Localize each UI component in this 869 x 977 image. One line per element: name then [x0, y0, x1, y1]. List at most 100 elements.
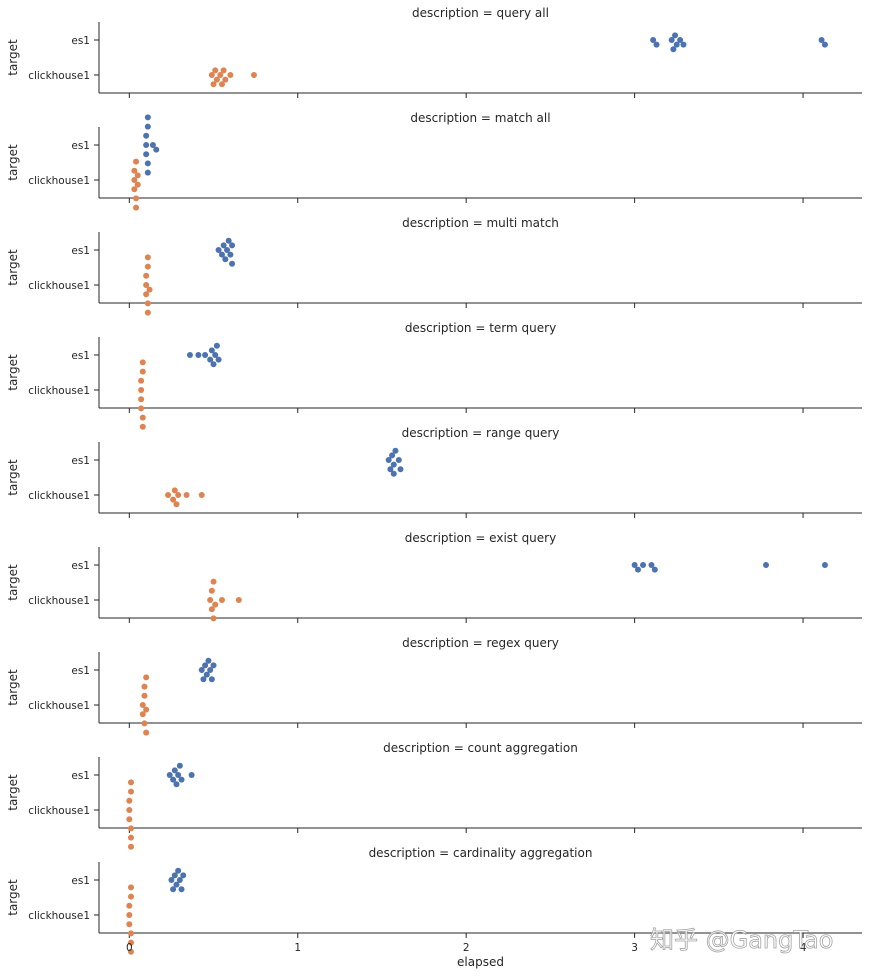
- data-point-es1: [178, 886, 185, 893]
- data-point-clickhouse1: [128, 843, 134, 850]
- data-point-clickhouse1: [138, 377, 145, 384]
- facet-panel: description = term query es1 clickhouse1 ta…: [6, 321, 862, 430]
- data-point-es1: [186, 352, 193, 358]
- data-point-clickhouse1: [134, 181, 141, 188]
- data-point-clickhouse1: [141, 720, 148, 727]
- data-point-es1: [144, 169, 151, 176]
- panel-title: description = cardinality aggregation: [369, 846, 593, 860]
- data-point-es1: [208, 676, 215, 683]
- data-point-es1: [218, 251, 225, 258]
- data-point-es1: [210, 361, 217, 368]
- data-point-clickhouse1: [227, 72, 234, 78]
- data-point-clickhouse1: [133, 158, 140, 165]
- data-point-es1: [229, 242, 236, 249]
- data-point-clickhouse1: [210, 81, 217, 88]
- data-point-clickhouse1: [139, 711, 146, 718]
- data-point-clickhouse1: [128, 825, 134, 832]
- data-point-es1: [208, 347, 215, 354]
- y-tick-label: clickhouse1: [28, 805, 90, 817]
- panel-title: description = range query: [402, 426, 560, 440]
- data-point-clickhouse1: [128, 779, 134, 786]
- data-point-es1: [215, 356, 222, 363]
- data-point-es1: [673, 41, 680, 48]
- y-axis-label: target: [6, 144, 20, 181]
- y-tick-label: clickhouse1: [28, 385, 90, 397]
- facet-panel: description = regex query es1 clickhouse1 t…: [6, 636, 862, 736]
- data-point-es1: [651, 566, 658, 573]
- data-point-es1: [203, 671, 210, 678]
- y-tick-label: clickhouse1: [28, 70, 90, 82]
- panel-title: description = exist query: [405, 531, 556, 545]
- data-point-clickhouse1: [133, 195, 140, 202]
- data-point-clickhouse1: [126, 816, 133, 823]
- data-point-es1: [207, 356, 214, 363]
- data-point-es1: [188, 772, 195, 778]
- y-tick-label: es1: [71, 770, 90, 782]
- data-point-es1: [220, 242, 227, 249]
- data-point-clickhouse1: [143, 674, 150, 681]
- data-point-clickhouse1: [220, 67, 227, 74]
- data-point-clickhouse1: [128, 893, 134, 900]
- data-point-es1: [648, 562, 655, 568]
- data-point-clickhouse1: [139, 423, 146, 430]
- panel-title: description = match all: [410, 111, 550, 125]
- facet-panel: description = range query es1 clickhouse1 t…: [6, 426, 862, 518]
- data-point-es1: [178, 776, 185, 783]
- data-point-es1: [680, 41, 687, 48]
- y-tick-label: clickhouse1: [28, 910, 90, 922]
- panel-title: description = term query: [405, 321, 556, 335]
- data-point-es1: [180, 872, 187, 879]
- data-point-es1: [677, 37, 684, 43]
- watermark: 知乎 @GangTao: [650, 926, 833, 954]
- data-point-clickhouse1: [126, 797, 133, 804]
- data-point-clickhouse1: [133, 204, 140, 211]
- data-point-es1: [153, 146, 160, 153]
- data-point-clickhouse1: [144, 263, 151, 270]
- data-point-es1: [390, 461, 397, 468]
- data-point-clickhouse1: [235, 597, 242, 603]
- data-point-es1: [225, 237, 232, 244]
- data-point-clickhouse1: [143, 706, 150, 713]
- data-point-clickhouse1: [128, 930, 134, 937]
- data-point-es1: [168, 877, 175, 883]
- data-point-es1: [224, 247, 231, 253]
- x-tick-label: 2: [463, 942, 470, 954]
- data-point-es1: [389, 452, 396, 459]
- data-point-es1: [195, 352, 202, 358]
- x-tick-label: 4: [800, 942, 807, 954]
- data-point-clickhouse1: [134, 172, 141, 179]
- facet-panel: description = match all es1 clickhouse1 tar…: [6, 111, 862, 211]
- data-point-es1: [385, 457, 392, 463]
- data-point-clickhouse1: [144, 300, 151, 307]
- y-tick-label: clickhouse1: [28, 700, 90, 712]
- data-point-clickhouse1: [183, 492, 190, 498]
- data-point-clickhouse1: [143, 729, 150, 736]
- y-tick-label: es1: [71, 350, 90, 362]
- data-point-es1: [202, 352, 209, 358]
- data-point-es1: [202, 662, 209, 669]
- data-point-es1: [144, 123, 151, 130]
- data-point-clickhouse1: [146, 286, 153, 293]
- data-point-clickhouse1: [212, 67, 219, 74]
- data-point-clickhouse1: [131, 186, 138, 193]
- data-point-clickhouse1: [139, 359, 146, 366]
- data-point-clickhouse1: [138, 387, 145, 393]
- x-tick-label: 0: [126, 942, 133, 954]
- data-point-clickhouse1: [143, 291, 150, 298]
- data-point-clickhouse1: [250, 72, 257, 78]
- y-axis-label: target: [6, 39, 20, 76]
- data-point-es1: [818, 37, 825, 43]
- y-axis-label: target: [6, 354, 20, 391]
- y-axis-label: target: [6, 774, 20, 811]
- data-point-es1: [170, 886, 177, 893]
- y-axis-label: target: [6, 669, 20, 706]
- data-point-clickhouse1: [131, 177, 138, 183]
- data-point-es1: [198, 667, 205, 673]
- y-tick-label: es1: [71, 35, 90, 47]
- data-point-es1: [397, 466, 404, 473]
- y-tick-label: es1: [71, 245, 90, 257]
- data-point-es1: [821, 562, 828, 568]
- data-point-clickhouse1: [212, 601, 219, 608]
- data-point-clickhouse1: [131, 167, 138, 174]
